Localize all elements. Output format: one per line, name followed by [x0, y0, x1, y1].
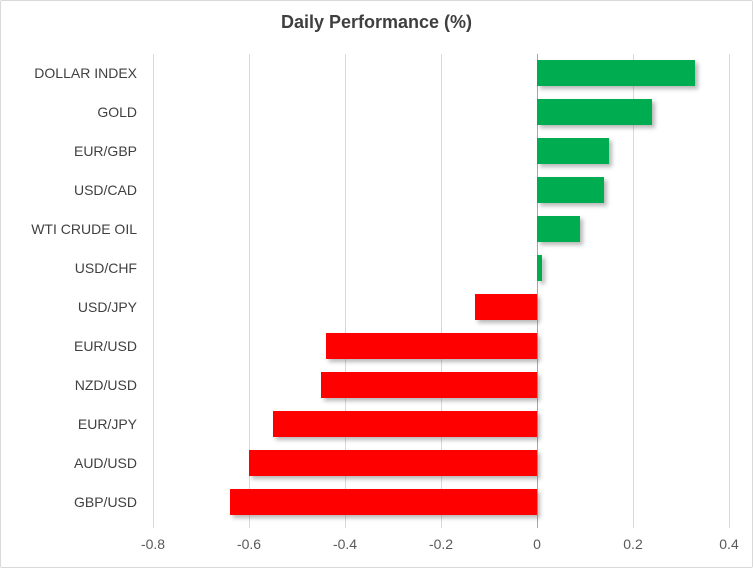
bar-eur-jpy [273, 410, 537, 437]
gridline [729, 54, 730, 528]
bar-eur-gbp [537, 138, 609, 165]
category-label: GOLD [97, 104, 137, 121]
bar-aud-usd [249, 449, 537, 476]
bar-row [153, 171, 729, 210]
gridline [345, 54, 346, 528]
chart-title: Daily Performance (%) [280, 12, 473, 32]
category-label: GBP/USD [73, 493, 137, 510]
x-tick-label: -0.6 [236, 536, 262, 552]
category-label: NZD/USD [74, 376, 137, 393]
bar-gbp-usd [229, 488, 537, 515]
category-label: WTI CRUDE OIL [31, 221, 137, 238]
category-axis: DOLLAR INDEX GOLD EUR/GBP USD/CAD WTI CRUDE … [1, 54, 145, 521]
x-tick-label: -0.2 [428, 536, 454, 552]
bar-row [153, 404, 729, 443]
plot-area [153, 54, 730, 528]
bar-row [153, 132, 729, 171]
category-label: USD/CAD [73, 182, 137, 199]
category-label: EUR/USD [73, 337, 137, 354]
x-tick-label: 0.4 [719, 536, 739, 552]
category-label: USD/CHF [74, 260, 137, 277]
bar-series [153, 54, 729, 521]
gridline [249, 54, 250, 528]
bar-row [153, 93, 729, 132]
bar-row [153, 249, 729, 288]
bar-eur-usd [325, 332, 537, 359]
bar-row [153, 365, 729, 404]
bar-row [153, 482, 729, 521]
category-label: DOLLAR INDEX [34, 65, 137, 82]
bar-nzd-usd [321, 371, 537, 398]
gridline [153, 54, 154, 528]
category-label: EUR/JPY [77, 415, 137, 432]
category-label: USD/JPY [77, 298, 137, 315]
bar-wti-crude-oil [537, 216, 581, 243]
bar-gold [537, 99, 653, 126]
bar-row [153, 210, 729, 249]
bar-row [153, 326, 729, 365]
category-label: EUR/GBP [73, 143, 137, 160]
bar-dollar-index [537, 60, 696, 87]
x-tick-label: 0 [533, 536, 541, 552]
gridline [441, 54, 442, 528]
bar-row [153, 443, 729, 482]
bar-usd-chf [537, 255, 542, 282]
x-tick-label: -0.4 [332, 536, 358, 552]
x-tick-label: 0.2 [623, 536, 643, 552]
x-tick-label: -0.8 [140, 536, 166, 552]
zero-axis-line [537, 54, 538, 528]
bar-row [153, 288, 729, 327]
bar-row [153, 54, 729, 93]
value-axis: -0.8 -0.6 -0.4 -0.2 0 0.2 0.4 [141, 536, 739, 556]
gridline [633, 54, 634, 528]
category-label: AUD/USD [73, 454, 137, 471]
bar-usd-jpy [474, 293, 537, 320]
bar-usd-cad [537, 177, 605, 204]
